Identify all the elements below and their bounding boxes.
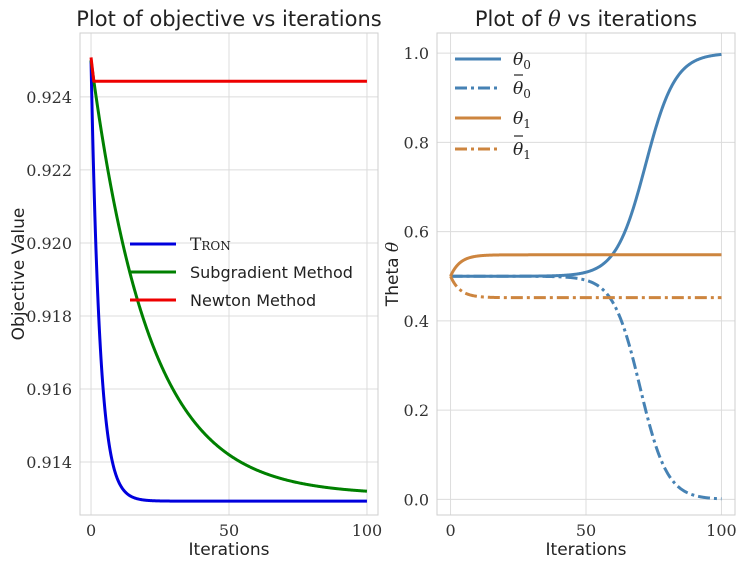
y-tick-label: 0.916 (26, 380, 72, 399)
y-tick-label: 0.920 (26, 234, 72, 253)
legend-label-subgradient: Subgradient Method (190, 263, 353, 282)
theta-x-ticks: 0 50 100 (445, 521, 736, 540)
series-line-1-3 (449, 275, 723, 300)
series-line-1-2 (449, 253, 723, 277)
y-tick-label: 0.918 (26, 307, 72, 326)
objective-legend: Tron Subgradient Method Newton Method (130, 235, 353, 310)
legend-label-newton: Newton Method (190, 291, 316, 310)
y-tick-label: 0.8 (404, 133, 429, 152)
theta-y-ticks: 0.0 0.2 0.4 0.6 0.8 1.0 (404, 44, 429, 509)
theta-series-lines (449, 52, 723, 501)
theta-legend: θ0 θ0 θ1 θ1 (455, 50, 531, 162)
theta-x-axis-label: Iterations (546, 540, 627, 560)
y-tick-label: 0.914 (26, 453, 72, 472)
objective-chart-title: Plot of objective vs iterations (76, 7, 381, 31)
series-line-0-2 (89, 57, 368, 83)
objective-x-ticks: 0 50 100 (86, 521, 382, 540)
theta-axes-frame (436, 32, 736, 516)
legend-label-theta0: θ0 (513, 50, 531, 72)
legend-label-theta1-bar: θ1 (513, 140, 531, 162)
x-tick-label: 50 (219, 521, 239, 540)
legend-label-theta0-bar: θ0 (513, 79, 531, 101)
theta-chart-title: Plot of θ vs iterations (475, 7, 697, 31)
series-line-1-0 (449, 52, 723, 278)
theta-y-axis-label: Theta θ (383, 242, 403, 307)
objective-y-ticks: 0.914 0.916 0.918 0.920 0.922 0.924 (26, 88, 72, 472)
theta-panel: 0.0 0.2 0.4 0.6 0.8 1.0 0 50 100 Plot of θ vs i… (383, 7, 737, 560)
y-tick-label: 0.922 (26, 161, 72, 180)
legend-label-tron: Tron (190, 235, 231, 255)
objective-y-axis-label: Objective Value (9, 208, 29, 341)
x-tick-label: 100 (352, 521, 383, 540)
y-tick-label: 0.924 (26, 88, 72, 107)
objective-series-lines (89, 57, 368, 503)
objective-panel: 0.914 0.916 0.918 0.920 0.922 0.924 0 50 100 Pl… (9, 7, 382, 560)
x-tick-label: 0 (445, 521, 455, 540)
y-tick-label: 0.2 (404, 401, 429, 420)
x-tick-label: 0 (86, 521, 96, 540)
y-tick-label: 0.6 (404, 223, 429, 242)
series-line-0-0 (89, 60, 368, 503)
objective-x-axis-label: Iterations (189, 540, 270, 560)
objective-axes-frame (79, 32, 379, 516)
y-tick-label: 0.0 (404, 490, 429, 509)
x-tick-label: 100 (706, 521, 737, 540)
x-tick-label: 50 (576, 521, 596, 540)
legend-label-theta1: θ1 (513, 109, 531, 131)
series-line-0-1 (89, 60, 368, 493)
y-tick-label: 1.0 (404, 44, 429, 63)
y-tick-label: 0.4 (404, 312, 429, 331)
